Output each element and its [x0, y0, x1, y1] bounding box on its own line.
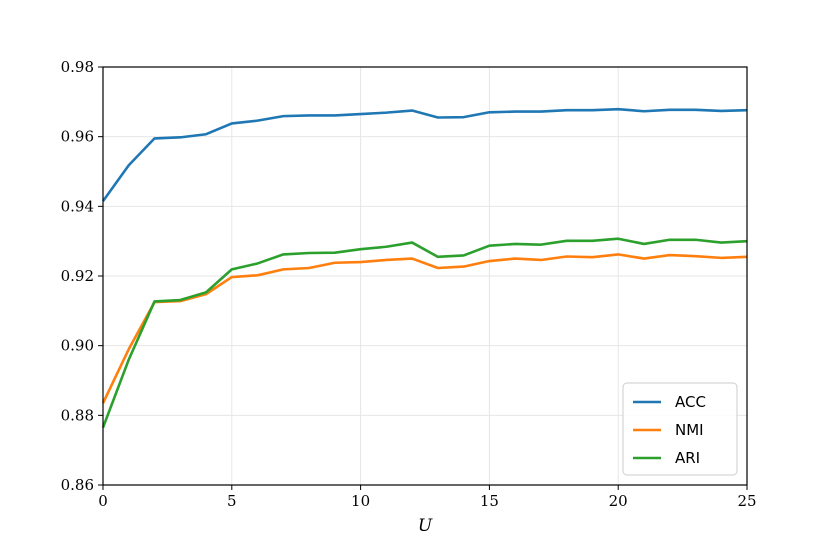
y-tick-label: 0.92	[61, 267, 94, 285]
legend-label-acc: ACC	[675, 393, 706, 411]
x-tick-label: 5	[227, 492, 237, 510]
x-tick-label: 15	[480, 492, 499, 510]
axis-ticks: 0 5 10 15 20 25 0.86 0.88 0.90 0.92 0.94 0.96 0.98	[61, 58, 757, 510]
y-tick-label: 0.94	[61, 197, 94, 215]
legend-box	[622, 382, 738, 476]
legend-label-ari: ARI	[675, 449, 700, 467]
y-tick-label: 0.86	[61, 476, 94, 494]
legend: ACC NMI ARI	[622, 382, 738, 476]
x-tick-label: 20	[609, 492, 628, 510]
series-line-nmi	[101, 253, 748, 404]
y-tick-label: 0.96	[61, 128, 94, 146]
series-line-ari	[101, 237, 748, 428]
series-lines	[101, 107, 748, 428]
legend-label-nmi: NMI	[675, 421, 704, 439]
y-tick-label: 0.90	[61, 337, 94, 355]
x-axis-label: U	[418, 516, 433, 536]
x-tick-label: 10	[351, 492, 370, 510]
x-tick-label: 0	[98, 492, 108, 510]
x-tick-label: 25	[737, 492, 756, 510]
y-tick-label: 0.98	[61, 58, 94, 76]
y-tick-label: 0.88	[61, 406, 94, 424]
series-line-acc	[101, 107, 748, 202]
